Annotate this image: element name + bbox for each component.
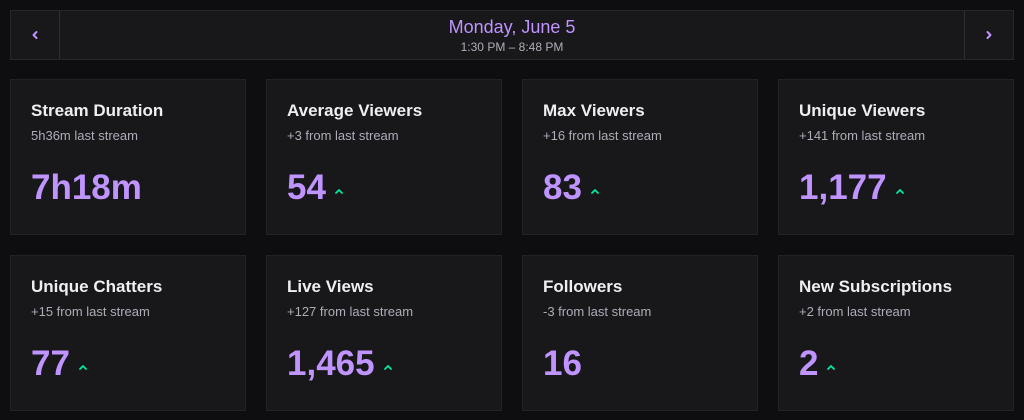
stat-card-average-viewers: Average Viewers +3 from last stream 54 bbox=[266, 79, 502, 235]
stream-date: Monday, June 5 bbox=[448, 16, 576, 37]
stat-title: Average Viewers bbox=[287, 101, 423, 120]
stat-value: 7h18m bbox=[31, 168, 142, 207]
stat-value: 16 bbox=[543, 344, 582, 383]
stat-comparison: 5h36m last stream bbox=[31, 128, 138, 143]
stats-grid: Stream Duration 5h36m last stream 7h18m … bbox=[10, 79, 1014, 411]
trend-up-icon bbox=[591, 189, 599, 194]
stat-comparison: +3 from last stream bbox=[287, 128, 399, 143]
trend-up-icon bbox=[383, 365, 392, 370]
stat-card-new-subscriptions: New Subscriptions +2 from last stream 2 bbox=[778, 255, 1014, 411]
next-stream-button[interactable] bbox=[964, 11, 1013, 59]
date-navigator: Monday, June 5 1:30 PM – 8:48 PM bbox=[10, 10, 1014, 60]
stat-value: 1,465 bbox=[287, 344, 375, 383]
stat-title: Max Viewers bbox=[543, 101, 645, 120]
stat-value: 1,177 bbox=[799, 168, 887, 207]
trend-up-icon bbox=[79, 365, 87, 370]
trend-up-icon bbox=[895, 189, 904, 194]
stat-value: 54 bbox=[287, 168, 326, 207]
stat-title: New Subscriptions bbox=[799, 277, 953, 296]
stat-title: Unique Chatters bbox=[31, 277, 163, 296]
trend-up-icon bbox=[335, 189, 343, 194]
date-display: Monday, June 5 1:30 PM – 8:48 PM bbox=[60, 11, 964, 59]
stat-value: 83 bbox=[543, 168, 582, 207]
stat-card-unique-chatters: Unique Chatters +15 from last stream 77 bbox=[10, 255, 246, 411]
stat-comparison: +127 from last stream bbox=[287, 304, 414, 319]
stat-value: 2 bbox=[799, 344, 819, 383]
stat-title: Stream Duration bbox=[31, 101, 164, 120]
stat-comparison: +141 from last stream bbox=[799, 128, 926, 143]
stat-title: Unique Viewers bbox=[799, 101, 926, 120]
stat-card-live-views: Live Views +127 from last stream 1,465 bbox=[266, 255, 502, 411]
trend-up-icon bbox=[827, 365, 836, 370]
previous-stream-button[interactable] bbox=[11, 11, 60, 59]
chevron-right-icon bbox=[986, 31, 992, 39]
stat-card-unique-viewers: Unique Viewers +141 from last stream 1,1… bbox=[778, 79, 1014, 235]
stat-comparison: +2 from last stream bbox=[799, 304, 911, 319]
stat-comparison: -3 from last stream bbox=[543, 304, 652, 319]
stat-comparison: +15 from last stream bbox=[31, 304, 150, 319]
stat-comparison: +16 from last stream bbox=[543, 128, 662, 143]
stat-card-max-viewers: Max Viewers +16 from last stream 83 bbox=[522, 79, 758, 235]
stream-time-range: 1:30 PM – 8:48 PM bbox=[460, 39, 564, 54]
stat-title: Live Views bbox=[287, 277, 374, 296]
stat-title: Followers bbox=[543, 277, 623, 296]
stat-card-stream-duration: Stream Duration 5h36m last stream 7h18m bbox=[10, 79, 246, 235]
chevron-left-icon bbox=[32, 31, 38, 39]
stat-card-followers: Followers -3 from last stream 16 bbox=[522, 255, 758, 411]
stat-value: 77 bbox=[31, 344, 70, 383]
